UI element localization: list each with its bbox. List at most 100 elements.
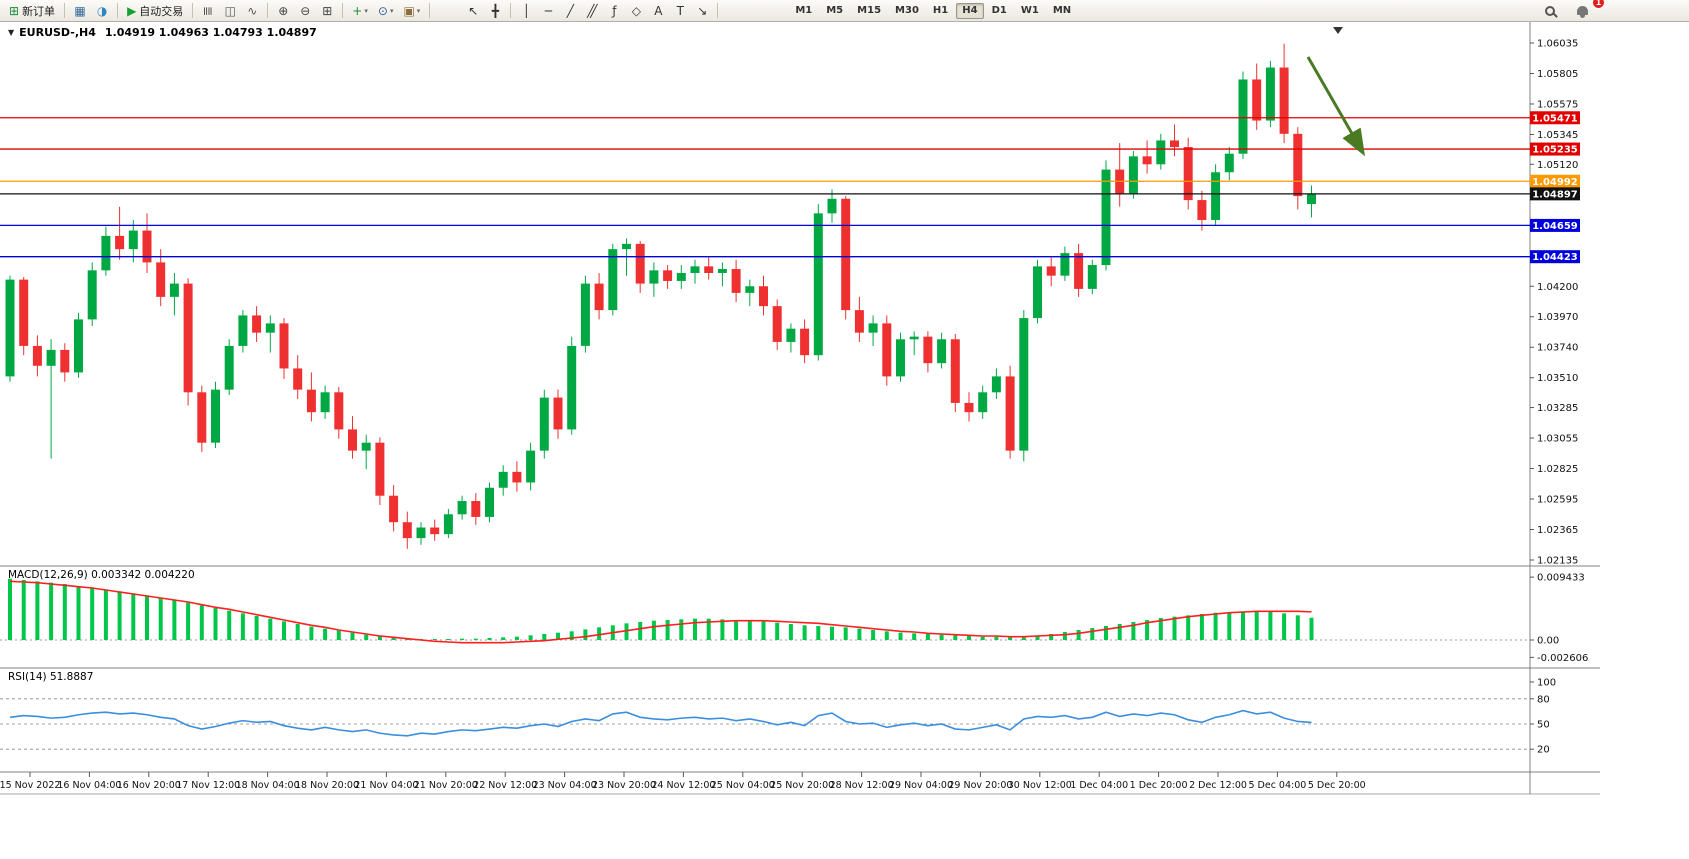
toolbar-separator [192, 3, 194, 18]
timeframe-h1[interactable]: H1 [932, 5, 949, 16]
candlestick [1033, 266, 1042, 319]
horizontal-line-icon: ─ [544, 3, 552, 18]
candlestick [909, 336, 919, 340]
time-axis-label[interactable]: 24 Nov 12:00 [651, 780, 715, 791]
timeframe-d1[interactable]: D1 [991, 5, 1007, 16]
candlestick [841, 198, 851, 311]
toolbar-spacer [434, 10, 462, 11]
time-axis-label[interactable]: 17 Nov 12:00 [176, 780, 240, 791]
market-watch-button[interactable]: ◑ [92, 2, 112, 20]
candlestick-chart-button[interactable]: ◫ [220, 2, 240, 20]
crosshair-button[interactable]: ╋ [485, 2, 505, 20]
time-axis-label[interactable]: 16 Nov 04:00 [57, 780, 121, 791]
timeframe-h4[interactable]: H4 [956, 2, 984, 19]
toolbar-spacer [722, 10, 788, 11]
tile-windows-button[interactable]: ⊞ [317, 2, 337, 20]
new-order-icon: ⊞ [9, 3, 20, 18]
text-button[interactable]: A [648, 2, 668, 20]
search-button[interactable] [1540, 2, 1560, 20]
periods-button[interactable]: ⊙ ▾ [374, 2, 398, 20]
horizontal-line-button[interactable]: ─ [538, 2, 558, 20]
notifications-button[interactable]: 1 [1572, 0, 1605, 20]
chart-window-button[interactable]: ▦ [70, 2, 90, 20]
new-order-button[interactable]: ⊞ 新订单 [5, 2, 59, 20]
time-axis-label[interactable]: 16 Nov 20:00 [117, 780, 181, 791]
chart-shift-marker[interactable] [1333, 27, 1343, 34]
time-axis-label[interactable]: 15 Nov 2022 [0, 780, 60, 791]
candlestick [622, 243, 631, 250]
time-axis-label[interactable]: 25 Nov 04:00 [711, 780, 775, 791]
auto-trading-label: 自动交易 [139, 4, 184, 18]
time-axis-label[interactable]: 29 Nov 20:00 [948, 780, 1012, 791]
time-axis-label[interactable]: 25 Nov 20:00 [770, 780, 834, 791]
vertical-line-icon: │ [522, 3, 530, 18]
candlestick [169, 283, 179, 297]
candlestick [991, 376, 1001, 393]
toolbar-right: 1 [1539, 0, 1605, 20]
annotation-arrow[interactable] [1306, 56, 1365, 157]
price-tick-label: 1.06035 [1537, 39, 1578, 50]
candlestick [1142, 156, 1152, 165]
time-axis-label[interactable]: 22 Nov 12:00 [473, 780, 537, 791]
price-tick-label: 1.03740 [1537, 343, 1578, 354]
timeframe-m30[interactable]: M30 [895, 5, 919, 16]
time-axis-label[interactable]: 23 Nov 20:00 [592, 780, 656, 791]
time-axis-label[interactable]: 23 Nov 04:00 [533, 780, 597, 791]
equidistant-channel-button[interactable]: ╱╱ [582, 2, 602, 20]
candlestick [348, 429, 357, 451]
time-axis-label[interactable]: 18 Nov 20:00 [295, 780, 359, 791]
cursor-button[interactable]: ↖ [463, 2, 483, 20]
bell-icon [1576, 6, 1588, 18]
fibonacci-button[interactable]: ƒ [604, 2, 624, 20]
time-axis-label[interactable]: 2 Dec 12:00 [1189, 780, 1247, 791]
templates-button[interactable]: ▣ ▾ [399, 2, 424, 20]
new-order-label: 新订单 [22, 4, 56, 18]
search-icon [1545, 5, 1555, 16]
candlestick [1307, 193, 1316, 205]
pivot-line-tag-label: 1.04992 [1532, 177, 1578, 188]
time-axis-label[interactable]: 5 Dec 20:00 [1308, 780, 1366, 791]
rsi-indicator-label: RSI(14) 51.8887 [8, 671, 94, 683]
vertical-line-button[interactable]: │ [516, 2, 536, 20]
candlestick [416, 527, 426, 539]
candlestick [1238, 79, 1248, 154]
zoom-in-button[interactable]: ⊕ [273, 2, 293, 20]
chart-canvas[interactable]: 1.06035 1.05805 1.05575 1.05345 1.05120 1.048… [0, 22, 1689, 859]
time-axis-label[interactable]: 5 Dec 04:00 [1248, 780, 1306, 791]
time-axis-label[interactable]: 21 Nov 04:00 [354, 780, 418, 791]
candlestick [128, 230, 138, 250]
timeframe-w1[interactable]: W1 [1020, 5, 1039, 16]
time-axis-label[interactable]: 30 Nov 12:00 [1008, 780, 1072, 791]
time-axis-label[interactable]: 28 Nov 12:00 [830, 780, 894, 791]
time-axis-label[interactable]: 18 Nov 04:00 [236, 780, 300, 791]
candlestick [46, 349, 56, 366]
timeframe-m15[interactable]: M15 [857, 5, 882, 16]
indicators-button[interactable]: + ▾ [348, 2, 372, 20]
cursor-icon: ↖ [468, 3, 479, 18]
timeframe-m5[interactable]: M5 [826, 5, 844, 16]
resistance-line-1-tag-label: 1.05471 [1532, 113, 1578, 124]
zoom-out-button[interactable]: ⊖ [295, 2, 315, 20]
timeframe-mn[interactable]: MN [1052, 5, 1072, 16]
toolbar-separator [64, 3, 66, 18]
line-chart-button[interactable]: ∿ [242, 2, 262, 20]
label-button[interactable]: T [670, 2, 690, 20]
time-axis-label[interactable]: 1 Dec 04:00 [1070, 780, 1128, 791]
shapes-button[interactable]: ◇ [626, 2, 646, 20]
dropdown-caret-icon: ▾ [364, 6, 368, 15]
candlestick [361, 442, 371, 451]
time-axis-label[interactable]: 21 Nov 20:00 [414, 780, 478, 791]
auto-trading-button[interactable]: ▶ 自动交易 [123, 2, 187, 20]
dropdown-caret-icon: ▾ [416, 6, 421, 15]
timeframe-m1[interactable]: M1 [795, 5, 813, 16]
trendline-button[interactable]: ╱ [560, 2, 580, 20]
candlestick [279, 323, 289, 369]
arrows-button[interactable]: ↘ [692, 2, 712, 20]
time-axis-label[interactable]: 29 Nov 04:00 [889, 780, 953, 791]
collapse-caret-icon[interactable]: ▼ [8, 28, 15, 37]
candlestick [375, 442, 385, 496]
candlestick [156, 262, 166, 297]
time-axis-label[interactable]: 1 Dec 20:00 [1130, 780, 1188, 791]
ohlc-bars-button[interactable]: ≣ [198, 2, 218, 20]
toolbar-separator [510, 3, 512, 18]
